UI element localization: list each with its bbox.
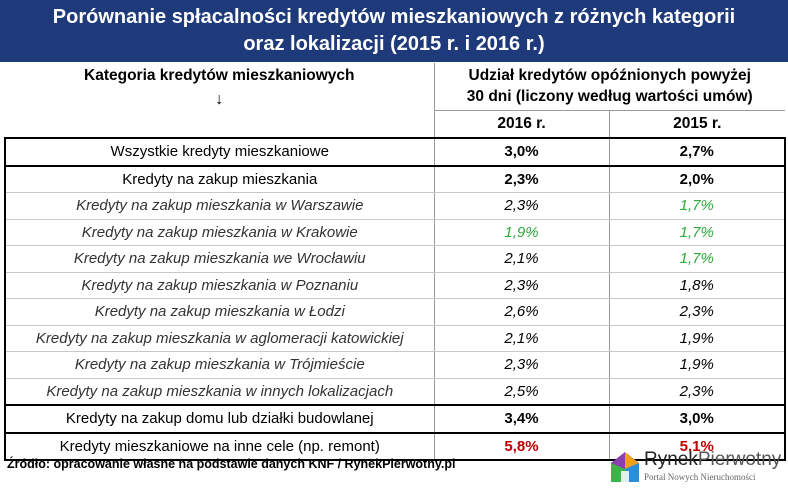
row-label: Kredyty na zakup mieszkania w Warszawie xyxy=(4,192,435,220)
year-2015-header: 2015 r. xyxy=(609,110,785,139)
row-label: Kredyty na zakup mieszkania w Trójmieści… xyxy=(4,351,435,379)
value-2015: 3,0% xyxy=(609,404,786,434)
row-label: Kredyty na zakup mieszkania w innych lok… xyxy=(4,378,435,406)
row-label: Kredyty na zakup domu lub działki budowl… xyxy=(4,404,435,434)
table-row: Kredyty na zakup mieszkania we Wrocławiu… xyxy=(4,245,786,273)
row-label: Kredyty na zakup mieszkania xyxy=(4,164,435,193)
table-row: Kredyty na zakup mieszkania w Warszawie … xyxy=(4,192,786,220)
value-2016: 5,8% xyxy=(434,431,610,461)
value-2016: 3,4% xyxy=(434,404,610,434)
value-2015: 2,0% xyxy=(609,164,786,193)
value-2016: 1,9% xyxy=(434,219,610,246)
value-2015: 1,7% xyxy=(609,245,786,273)
table-row: Kredyty mieszkaniowe na inne cele (np. r… xyxy=(4,431,786,461)
value-2015: 5,1% xyxy=(609,431,786,461)
value-2016: 2,3% xyxy=(434,272,610,299)
table-row: Kredyty na zakup mieszkania 2,3% 2,0% xyxy=(4,164,786,193)
row-label: Kredyty na zakup mieszkania w Łodzi xyxy=(4,298,435,326)
value-2016: 2,1% xyxy=(434,245,610,273)
title-line-2: oraz lokalizacji (2015 r. i 2016 r.) xyxy=(243,33,545,55)
house-logo-icon xyxy=(611,452,639,482)
table-title: Porównanie spłacalności kredytów mieszka… xyxy=(0,0,788,62)
row-label: Kredyty na zakup mieszkania w Krakowie xyxy=(4,219,435,246)
share-header-line-1: Udział kredytów opóźnionych powyżej xyxy=(468,67,751,85)
source-note: Źródło: opracowanie własne na podstawie … xyxy=(7,457,456,471)
value-2016: 2,1% xyxy=(434,325,610,352)
value-2015: 2,3% xyxy=(609,378,786,406)
value-2015: 1,7% xyxy=(609,192,786,220)
rynekpierwotny-logo: RynekPierwotny Portal Nowych Nieruchomoś… xyxy=(610,449,782,487)
value-2015: 1,7% xyxy=(609,219,786,246)
loan-repayment-table: Kategoria kredytów mieszkaniowych ↓ Udzi… xyxy=(4,63,786,461)
table-row: Kredyty na zakup mieszkania w Poznaniu 2… xyxy=(4,272,786,299)
value-2016: 2,3% xyxy=(434,192,610,220)
table-row: Kredyty na zakup mieszkania w aglomeracj… xyxy=(4,325,786,352)
table-row: Kredyty na zakup mieszkania w Trójmieści… xyxy=(4,351,786,379)
logo-wordmark: RynekPierwotny xyxy=(644,449,781,471)
row-label: Kredyty na zakup mieszkania w aglomeracj… xyxy=(4,325,435,352)
value-2016: 2,3% xyxy=(434,351,610,379)
value-2015: 2,7% xyxy=(609,137,786,167)
table-row: Kredyty na zakup domu lub działki budowl… xyxy=(4,404,786,434)
logo-name-part-2: Pierwotny xyxy=(697,449,782,470)
row-label: Kredyty na zakup mieszkania we Wrocławiu xyxy=(4,245,435,273)
value-2016: 3,0% xyxy=(434,137,610,167)
title-line-1: Porównanie spłacalności kredytów mieszka… xyxy=(52,6,736,28)
table-row: Kredyty na zakup mieszkania w Łodzi 2,6%… xyxy=(4,298,786,326)
row-label: Wszystkie kredyty mieszkaniowe xyxy=(4,137,435,167)
category-header-label: Kategoria kredytów mieszkaniowych xyxy=(84,67,355,84)
share-header: Udział kredytów opóźnionych powyżej 30 d… xyxy=(434,63,785,111)
year-2016-header: 2016 r. xyxy=(434,110,610,139)
value-2015: 1,8% xyxy=(609,272,786,299)
logo-name-part-1: Rynek xyxy=(644,449,698,470)
down-arrow-icon: ↓ xyxy=(215,91,224,108)
table-row: Wszystkie kredyty mieszkaniowe 3,0% 2,7% xyxy=(4,137,786,167)
table-row: Kredyty na zakup mieszkania w innych lok… xyxy=(4,378,786,406)
logo-tagline: Portal Nowych Nieruchomości xyxy=(644,472,756,482)
row-label: Kredyty mieszkaniowe na inne cele (np. r… xyxy=(4,431,435,461)
value-2016: 2,6% xyxy=(434,298,610,326)
category-header: Kategoria kredytów mieszkaniowych ↓ xyxy=(5,63,435,138)
value-2015: 1,9% xyxy=(609,351,786,379)
value-2016: 2,3% xyxy=(434,164,610,193)
row-label: Kredyty na zakup mieszkania w Poznaniu xyxy=(4,272,435,299)
value-2015: 2,3% xyxy=(609,298,786,326)
share-header-line-2: 30 dni (liczony według wartości umów) xyxy=(466,88,753,106)
table-row: Kredyty na zakup mieszkania w Krakowie 1… xyxy=(4,219,786,246)
value-2016: 2,5% xyxy=(434,378,610,406)
value-2015: 1,9% xyxy=(609,325,786,352)
